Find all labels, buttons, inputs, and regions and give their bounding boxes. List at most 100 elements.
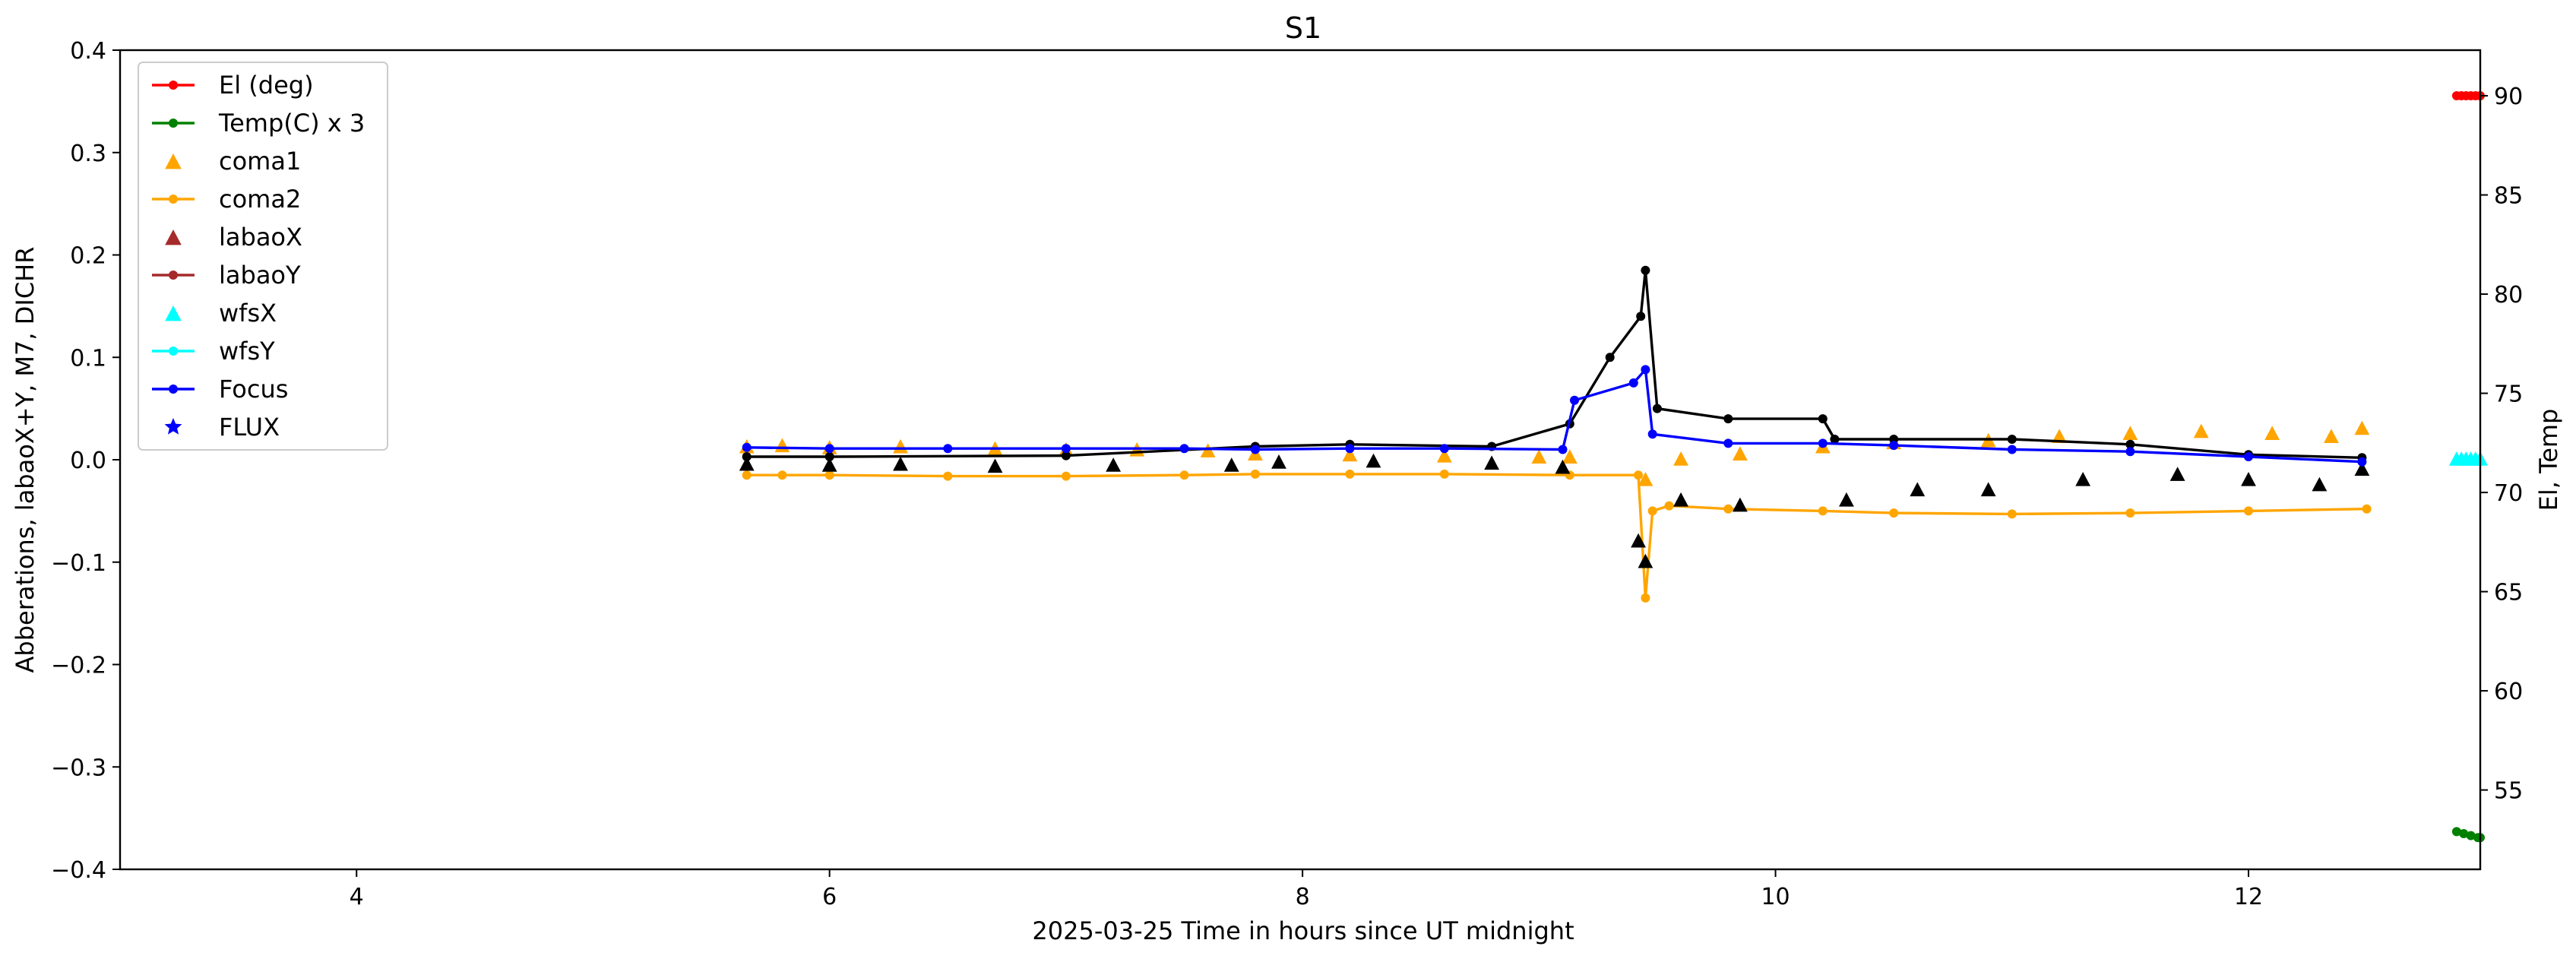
legend-label: Focus	[219, 375, 288, 404]
data-point	[1641, 265, 1650, 275]
data-point	[2264, 426, 2280, 441]
data-point	[2007, 445, 2017, 454]
legend-item: El (deg)	[152, 71, 314, 100]
legend-marker	[169, 195, 178, 204]
data-point	[1061, 451, 1071, 461]
series-focus	[742, 365, 2367, 467]
series-layer	[739, 91, 2488, 843]
legend-label: El (deg)	[219, 71, 314, 100]
y-tick-label-left: 0.0	[70, 448, 106, 474]
data-point	[2125, 447, 2135, 457]
data-point	[1531, 449, 1547, 464]
legend-item: coma1	[165, 147, 301, 176]
data-point	[1980, 482, 1996, 497]
data-point	[987, 458, 1003, 473]
data-point	[1439, 469, 1449, 479]
data-point	[742, 442, 752, 452]
data-point	[1250, 445, 1260, 454]
data-point	[2007, 435, 2017, 444]
data-point	[1436, 448, 1452, 463]
y-tick-label-left: 0.1	[70, 345, 106, 372]
y-tick-label-right: 90	[2494, 84, 2523, 110]
data-point	[2169, 467, 2185, 481]
data-point	[739, 456, 755, 471]
data-point	[1179, 444, 1189, 454]
data-point	[777, 470, 787, 480]
data-point	[1664, 501, 1674, 511]
legend-label: Temp(C) x 3	[218, 109, 365, 138]
data-point	[824, 444, 834, 454]
chart-title: S1	[1285, 11, 1321, 45]
data-point	[1723, 438, 1733, 448]
data-point	[1061, 444, 1071, 454]
y-tick-label-right: 75	[2494, 381, 2523, 408]
data-point	[1106, 457, 1122, 472]
legend-label: labaoY	[219, 261, 301, 290]
data-point	[1271, 454, 1286, 469]
y-tick-label-right: 70	[2494, 480, 2523, 507]
data-point	[1484, 455, 1499, 470]
data-point	[1638, 471, 1654, 486]
x-tick-label: 12	[2234, 884, 2263, 910]
data-point	[2357, 457, 2367, 467]
y-tick-label-left: 0.4	[70, 38, 106, 65]
legend-label: coma1	[219, 147, 301, 176]
legend-label: FLUX	[219, 413, 280, 442]
legend-box	[138, 62, 388, 451]
data-point	[893, 456, 908, 471]
data-point	[1910, 482, 1926, 497]
y-axis-title-left: Abberations, labaoX+Y, M7, DICHR	[11, 247, 40, 673]
data-point	[1631, 533, 1646, 548]
data-point	[2451, 827, 2461, 837]
data-point	[1179, 470, 1189, 480]
data-point	[2241, 471, 2256, 486]
data-point	[742, 470, 752, 480]
data-point	[1723, 504, 1733, 514]
data-point	[824, 470, 834, 480]
y-tick-label-right: 80	[2494, 282, 2523, 309]
legend-item: coma2	[152, 185, 301, 214]
data-point	[1061, 471, 1071, 481]
x-tick-label: 8	[1296, 884, 1310, 910]
x-tick-label: 10	[1761, 884, 1790, 910]
data-point	[821, 457, 837, 472]
data-point	[2354, 461, 2370, 476]
y-tick-label-left: 0.3	[70, 141, 106, 167]
data-point	[2125, 439, 2135, 449]
data-point	[1345, 444, 1355, 454]
data-point	[824, 452, 834, 461]
legend-marker	[169, 271, 178, 280]
data-point	[2324, 429, 2339, 444]
y-tick-label-right: 55	[2494, 778, 2523, 805]
y-tick-label-right: 60	[2494, 679, 2523, 705]
series-labaox	[739, 453, 2370, 568]
data-point	[1638, 553, 1654, 568]
legend-item: Temp(C) x 3	[152, 109, 365, 138]
legend-item: labaoX	[165, 223, 302, 252]
data-point	[1641, 365, 1650, 375]
legend: El (deg) Temp(C) x 3 coma1 coma2 labaoX labao…	[138, 62, 388, 451]
data-point	[1732, 497, 1748, 512]
data-point	[1830, 435, 1840, 444]
legend-label: wfsX	[219, 299, 277, 328]
data-point	[1200, 443, 1216, 457]
legend-label: labaoX	[219, 223, 302, 252]
data-point	[1889, 441, 1899, 451]
data-point	[1555, 459, 1571, 474]
legend-label: wfsY	[219, 337, 275, 366]
data-point	[943, 471, 953, 481]
data-point	[1558, 445, 1568, 454]
legend-item: FLUX	[164, 413, 280, 442]
data-point	[2125, 508, 2135, 518]
x-axis-title: 2025-03-25 Time in hours since UT midnig…	[1032, 916, 1574, 945]
data-point	[1839, 492, 1854, 507]
data-point	[1366, 453, 1381, 468]
series-coma2	[742, 469, 2372, 603]
data-point	[1439, 444, 1449, 454]
data-point	[1636, 312, 1646, 321]
y-tick-label-left: −0.2	[51, 653, 106, 679]
data-point	[1562, 449, 1578, 464]
